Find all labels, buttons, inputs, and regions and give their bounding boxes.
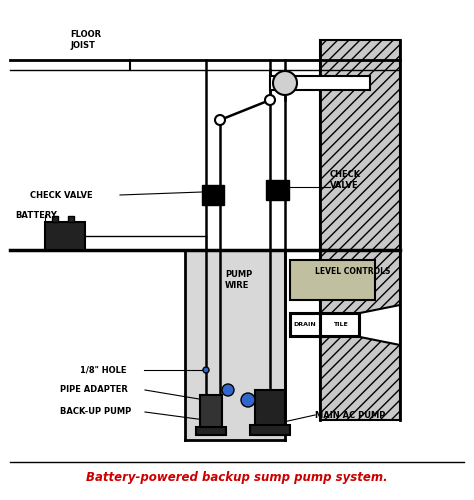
Bar xyxy=(200,395,222,435)
Bar xyxy=(320,313,360,337)
Text: TILE: TILE xyxy=(333,322,347,328)
Text: CHECK
VALVE: CHECK VALVE xyxy=(330,170,361,190)
Bar xyxy=(45,222,85,250)
Circle shape xyxy=(273,71,297,95)
Bar xyxy=(320,40,400,420)
Circle shape xyxy=(265,95,275,105)
Bar xyxy=(185,250,285,440)
Text: MAIN AC PUMP: MAIN AC PUMP xyxy=(315,410,385,420)
Text: BATTERY: BATTERY xyxy=(15,210,57,220)
Text: FLOOR
JOIST: FLOOR JOIST xyxy=(70,30,101,50)
Bar xyxy=(255,390,285,435)
Bar xyxy=(290,260,375,300)
Bar xyxy=(250,425,290,435)
Bar xyxy=(290,313,320,337)
Circle shape xyxy=(241,393,255,407)
Circle shape xyxy=(222,384,234,396)
Bar xyxy=(196,427,226,435)
Text: DRAIN: DRAIN xyxy=(293,322,316,328)
Text: PUMP
WIRE: PUMP WIRE xyxy=(225,270,252,289)
Text: CHECK VALVE: CHECK VALVE xyxy=(30,190,92,200)
Polygon shape xyxy=(360,305,400,345)
Bar xyxy=(321,314,359,336)
Bar xyxy=(68,216,74,222)
Bar xyxy=(266,180,289,200)
Circle shape xyxy=(215,115,225,125)
Text: LEVEL CONTROLS: LEVEL CONTROLS xyxy=(315,268,391,276)
Bar xyxy=(270,76,370,90)
Circle shape xyxy=(203,367,209,373)
Text: PIPE ADAPTER: PIPE ADAPTER xyxy=(60,386,128,394)
Text: BACK-UP PUMP: BACK-UP PUMP xyxy=(60,408,131,416)
Bar xyxy=(52,216,58,222)
Text: 1/8" HOLE: 1/8" HOLE xyxy=(80,366,127,374)
Text: Battery-powered backup sump pump system.: Battery-powered backup sump pump system. xyxy=(86,472,388,484)
Bar xyxy=(291,314,320,336)
Bar xyxy=(202,185,224,205)
